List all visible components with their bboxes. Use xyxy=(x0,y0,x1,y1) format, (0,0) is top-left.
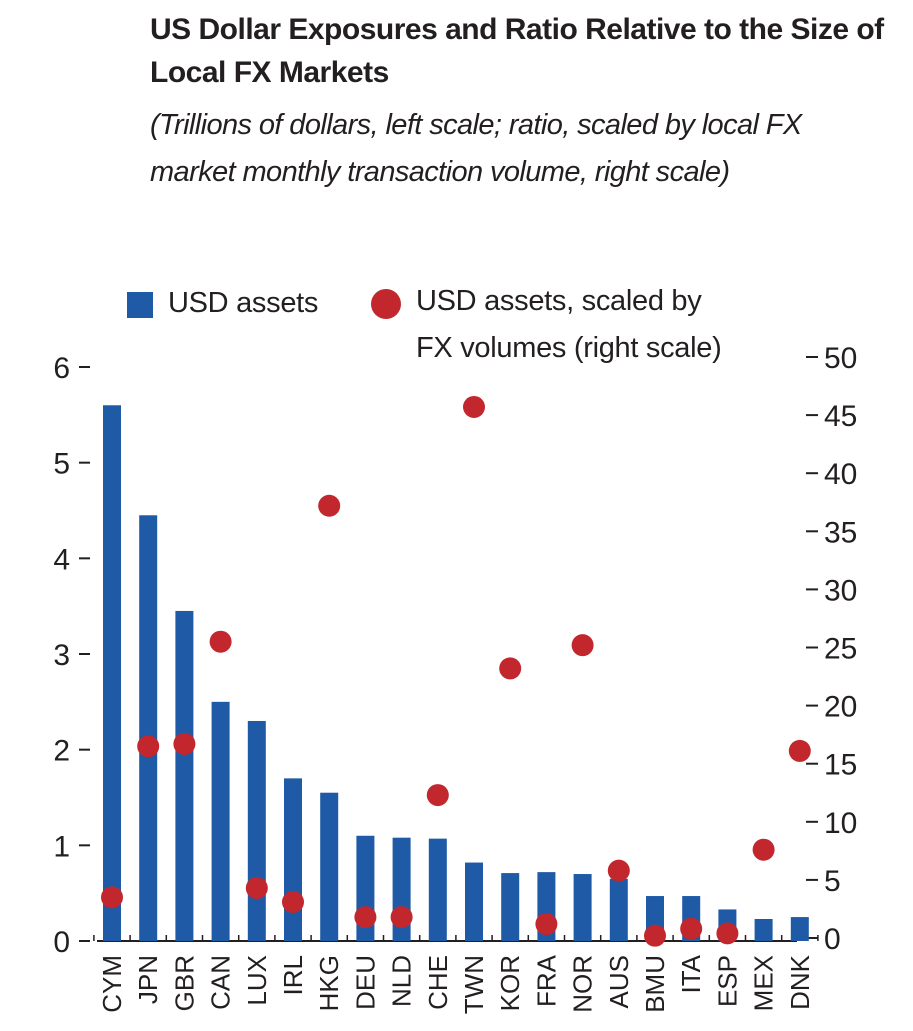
dot-nld xyxy=(390,906,413,929)
right-axis-tick-label: 5 xyxy=(824,865,841,898)
category-label-lux: LUX xyxy=(242,955,272,1006)
dot-kor xyxy=(499,657,522,680)
category-label-nor: NOR xyxy=(568,955,598,1013)
bar-irl xyxy=(284,778,302,941)
right-axis-tick-label: 25 xyxy=(824,633,857,666)
bar-jpn xyxy=(139,515,158,941)
dot-lux xyxy=(245,877,268,900)
right-axis-tick-label: 50 xyxy=(824,342,857,375)
dot-jpn xyxy=(137,735,160,758)
right-axis-tick-label: 40 xyxy=(824,458,857,491)
right-axis-tick-label: 10 xyxy=(824,807,857,840)
chart-subtitle: (Trillions of dollars, left scale; ratio… xyxy=(150,109,802,188)
chart-title: US Dollar Exposures and Ratio Relative t… xyxy=(150,13,884,89)
category-label-hkg: HKG xyxy=(314,955,344,1011)
legend-bar-label: USD assets xyxy=(168,287,319,319)
dot-che xyxy=(426,784,449,807)
category-label-mex: MEX xyxy=(749,955,779,1011)
bar-mex xyxy=(754,918,773,941)
category-label-cym: CYM xyxy=(97,955,127,1013)
left-axis-tick-label: 3 xyxy=(53,639,70,672)
dot-irl xyxy=(282,890,304,913)
bar-hkg xyxy=(320,792,339,941)
bar-lux xyxy=(247,720,266,941)
legend-dot-swatch xyxy=(371,289,401,319)
category-label-gbr: GBR xyxy=(169,955,199,1011)
bar-can xyxy=(211,701,230,941)
dot-deu xyxy=(354,906,377,929)
dot-bmu xyxy=(644,924,666,947)
category-label-kor: KOR xyxy=(495,955,525,1011)
left-axis-tick-label: 2 xyxy=(53,735,70,768)
bar-cym xyxy=(103,405,121,941)
legend-dot-label-line2: FX volumes (right scale) xyxy=(416,332,722,364)
dot-nor xyxy=(571,634,594,657)
legend-bar-swatch xyxy=(127,292,153,318)
left-axis-tick-label: 4 xyxy=(53,543,70,576)
dot-twn xyxy=(463,395,485,418)
right-axis-tick-label: 45 xyxy=(824,400,857,433)
category-label-dnk: DNK xyxy=(785,954,815,1010)
dot-cym xyxy=(101,886,123,909)
dot-ita xyxy=(680,917,703,940)
category-label-esp: ESP xyxy=(712,955,742,1007)
left-axis-tick-label: 5 xyxy=(53,448,70,481)
left-axis-tick-label: 0 xyxy=(53,926,70,959)
dot-can xyxy=(209,630,232,653)
category-label-irl: IRL xyxy=(278,955,308,995)
right-axis-tick-label: 30 xyxy=(824,574,857,607)
dot-mex xyxy=(752,838,775,861)
category-label-bmu: BMU xyxy=(640,955,670,1013)
right-axis-tick-label: 15 xyxy=(824,749,857,782)
category-label-che: CHE xyxy=(423,955,453,1010)
category-label-nld: NLD xyxy=(387,955,417,1007)
left-axis-tick-label: 1 xyxy=(53,830,70,863)
category-label-can: CAN xyxy=(206,955,236,1010)
bar-che xyxy=(428,838,447,941)
dot-fra xyxy=(535,913,558,936)
bar-kor xyxy=(501,873,520,941)
category-label-jpn: JPN xyxy=(133,955,163,1004)
left-axis-tick-label: 6 xyxy=(53,352,70,385)
bar-aus xyxy=(609,878,628,941)
category-label-twn: TWN xyxy=(459,955,489,1014)
bar-nor xyxy=(573,874,592,941)
category-label-aus: AUS xyxy=(604,955,634,1008)
legend-dot-label-line1: USD assets, scaled by xyxy=(416,285,702,317)
bar-dnk xyxy=(790,917,809,941)
right-axis-tick-label: 0 xyxy=(824,923,841,956)
bar-twn xyxy=(465,862,483,941)
dot-dnk xyxy=(788,739,811,762)
category-label-ita: ITA xyxy=(676,954,706,993)
dot-aus xyxy=(607,859,630,882)
dot-gbr xyxy=(173,732,196,755)
category-label-fra: FRA xyxy=(531,954,561,1007)
category-label-deu: DEU xyxy=(350,955,380,1010)
right-axis-tick-label: 20 xyxy=(824,691,857,724)
dot-hkg xyxy=(318,494,341,517)
right-axis-tick-label: 35 xyxy=(824,516,857,549)
bar-gbr xyxy=(175,610,194,941)
dot-esp xyxy=(716,922,739,945)
